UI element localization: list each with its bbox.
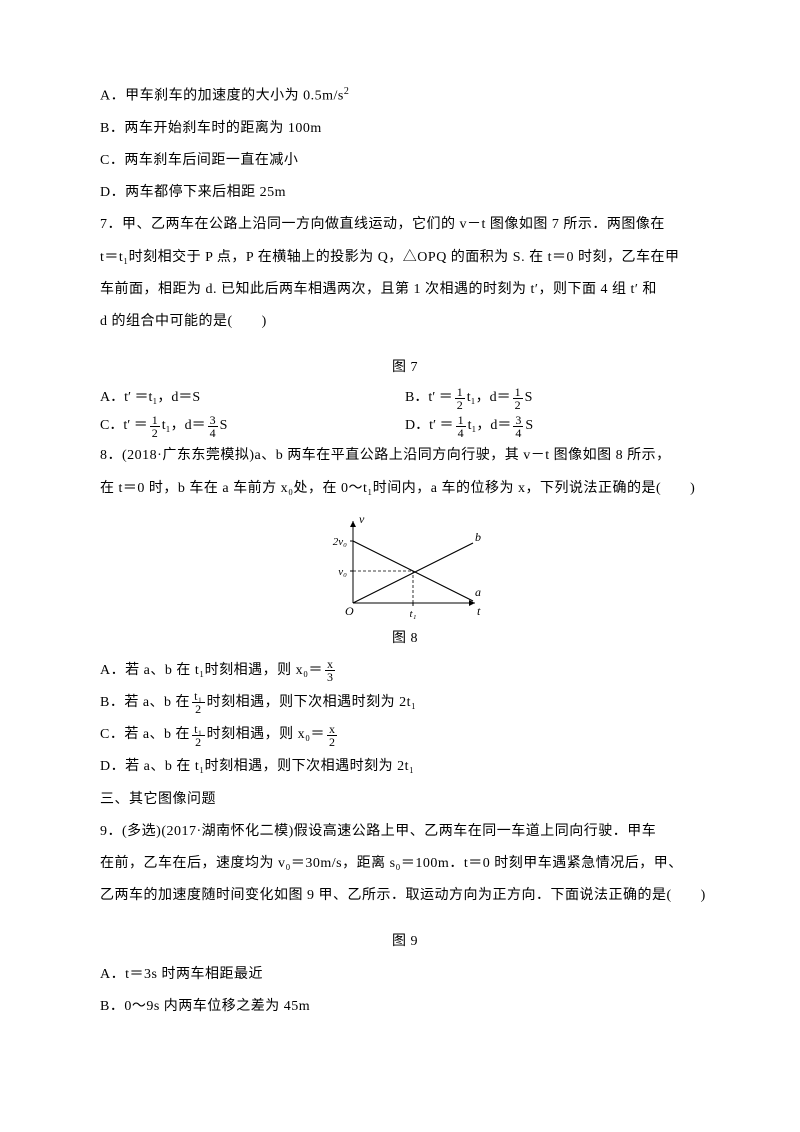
spacer-2 [100, 912, 710, 926]
svg-text:t₁: t₁ [410, 608, 417, 620]
frac-t1-2-b: t₁2 [192, 690, 205, 715]
den: 4 [513, 427, 523, 439]
num: 3 [208, 414, 218, 427]
den: 4 [456, 427, 466, 439]
frac-1-2-b: 12 [513, 386, 523, 411]
q8-a-pre: A．若 a、b 在 t₁时刻相遇，则 x₀＝ [100, 663, 323, 678]
spacer [100, 338, 710, 352]
q9-option-b: B．0～9s 内两车位移之差为 45m [100, 991, 710, 1023]
num: 3 [513, 414, 523, 427]
den: 2 [455, 399, 465, 411]
fig8-caption: 图 8 [100, 623, 710, 655]
q8-c-mid: 时刻相遇，则 x₀＝ [207, 727, 325, 742]
num: 1 [150, 414, 160, 427]
den: 2 [150, 427, 160, 439]
q6-option-d: D．两车都停下来后相距 25m [100, 177, 710, 209]
svg-text:2v₀: 2v₀ [333, 536, 347, 548]
q7-b-post: S [525, 390, 533, 405]
svg-text:b: b [475, 530, 481, 544]
num: 1 [455, 386, 465, 399]
vt-chart-svg: 2v₀ v₀ t₁ a b v t O [325, 511, 485, 621]
q6-a-text: A．甲车刹车的加速度的大小为 0.5m/s [100, 89, 344, 104]
frac-1-2-c: 12 [150, 414, 160, 439]
q7-option-c: C．t′ ＝12t₁，d＝34S [100, 412, 405, 440]
q6-option-b: B．两车开始刹车时的距离为 100m [100, 113, 710, 145]
den: 2 [192, 736, 205, 748]
svg-text:t: t [477, 604, 481, 618]
q8-c-pre: C．若 a、b 在 [100, 727, 190, 742]
q7-c-pre: C．t′ ＝ [100, 418, 148, 433]
q7-b-pre: B．t′ ＝ [405, 390, 453, 405]
svg-text:v₀: v₀ [338, 566, 347, 578]
q7-d-mid: t₁，d＝ [468, 418, 512, 433]
q7-stem-1: 7．甲、乙两车在公路上沿同一方向做直线运动，它们的 v－t 图像如图 7 所示．… [100, 209, 710, 241]
frac-1-4-d: 14 [456, 414, 466, 439]
fig7-caption: 图 7 [100, 352, 710, 384]
q8-option-b: B．若 a、b 在t₁2时刻相遇，则下次相遇时刻为 2t₁ [100, 687, 710, 719]
frac-x-2: x2 [327, 723, 338, 748]
frac-1-2-a: 12 [455, 386, 465, 411]
q7-option-d: D．t′ ＝14t₁，d＝34S [405, 412, 710, 440]
q6-option-a: A．甲车刹车的加速度的大小为 0.5m/s2 [100, 80, 710, 113]
q7-options-row2: C．t′ ＝12t₁，d＝34S D．t′ ＝14t₁，d＝34S [100, 412, 710, 440]
q7-options-row1: A．t′ ＝t₁，d＝S B．t′ ＝12t₁，d＝12S [100, 384, 710, 412]
q7-option-b: B．t′ ＝12t₁，d＝12S [405, 384, 710, 412]
q8-b-mid: 时刻相遇，则下次相遇时刻为 2t₁ [207, 695, 417, 710]
q8-stem-1: 8．(2018·广东东莞模拟)a、b 两车在平直公路上沿同方向行驶，其 v－t … [100, 440, 710, 472]
svg-text:a: a [475, 585, 481, 599]
q9-stem-3: 乙两车的加速度随时间变化如图 9 甲、乙所示．取运动方向为正方向．下面说法正确的… [100, 880, 710, 912]
num: 1 [456, 414, 466, 427]
num: x [327, 723, 338, 736]
q8-option-a: A．若 a、b 在 t₁时刻相遇，则 x₀＝x3 [100, 655, 710, 687]
frac-3-4-c: 34 [208, 414, 218, 439]
q8-b-pre: B．若 a、b 在 [100, 695, 190, 710]
q7-b-mid: t₁，d＝ [467, 390, 511, 405]
q7-c-mid: t₁，d＝ [162, 418, 206, 433]
svg-text:v: v [359, 512, 365, 526]
den: 3 [325, 671, 336, 683]
svg-text:O: O [345, 604, 354, 618]
q7-stem-4: d 的组合中可能的是( ) [100, 306, 710, 338]
frac-t1-2-c: t₁2 [192, 723, 205, 748]
q6-option-c: C．两车刹车后间距一直在减小 [100, 145, 710, 177]
page-container: A．甲车刹车的加速度的大小为 0.5m/s2 B．两车开始刹车时的距离为 100… [0, 0, 800, 1132]
den: 4 [208, 427, 218, 439]
q8-option-d: D．若 a、b 在 t₁时刻相遇，则下次相遇时刻为 2t₁ [100, 751, 710, 783]
num: 1 [513, 386, 523, 399]
num: t₁ [192, 723, 205, 736]
q9-stem-1: 9．(多选)(2017·湖南怀化二模)假设高速公路上甲、乙两车在同一车道上同向行… [100, 816, 710, 848]
q6-a-sup: 2 [344, 86, 350, 97]
q7-stem-2: t＝t₁时刻相交于 P 点，P 在横轴上的投影为 Q，△OPQ 的面积为 S. … [100, 242, 710, 274]
q7-d-post: S [525, 418, 533, 433]
q8-option-c: C．若 a、b 在t₁2时刻相遇，则 x₀＝x2 [100, 719, 710, 751]
q9-stem-2: 在前，乙车在后，速度均为 v₀＝30m/s，距离 s₀＝100m．t＝0 时刻甲… [100, 848, 710, 880]
fig9-caption: 图 9 [100, 926, 710, 958]
q7-stem-3: 车前面，相距为 d. 已知此后两车相遇两次，且第 1 次相遇的时刻为 t′，则下… [100, 274, 710, 306]
q9-option-a: A．t＝3s 时两车相距最近 [100, 959, 710, 991]
section-3-title: 三、其它图像问题 [100, 784, 710, 816]
q7-option-a: A．t′ ＝t₁，d＝S [100, 384, 405, 412]
den: 2 [192, 703, 205, 715]
frac-x-3: x3 [325, 658, 336, 683]
frac-3-4-d: 34 [513, 414, 523, 439]
den: 2 [327, 736, 338, 748]
fig8-chart: 2v₀ v₀ t₁ a b v t O [100, 511, 710, 621]
q7-c-post: S [220, 418, 228, 433]
q7-d-pre: D．t′ ＝ [405, 418, 454, 433]
q8-stem-2: 在 t＝0 时，b 车在 a 车前方 x₀处，在 0～t₁时间内，a 车的位移为… [100, 473, 710, 505]
q7-a-text: A．t′ ＝t₁，d＝S [100, 390, 200, 405]
den: 2 [513, 399, 523, 411]
